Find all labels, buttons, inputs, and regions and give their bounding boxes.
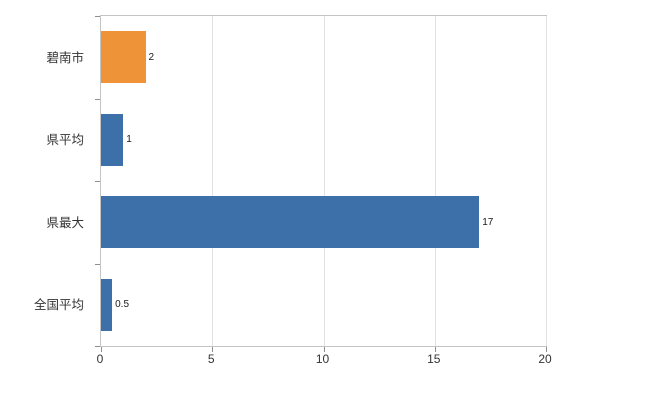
x-tick-mark [101, 347, 102, 352]
bar-value-label: 17 [482, 216, 494, 228]
bar-value-label: 1 [126, 134, 132, 146]
bar-row: 17 [101, 196, 546, 249]
x-tick-mark [546, 347, 547, 352]
x-tick-label: 15 [427, 352, 441, 366]
x-tick-label: 5 [207, 352, 215, 366]
x-tick-mark [212, 347, 214, 352]
x-tick-label: 20 [538, 352, 552, 366]
bar-4 [101, 278, 113, 331]
y-tick-mark [95, 99, 100, 100]
bar-value-label: 0.5 [115, 299, 130, 311]
category-label: 碧南市 [46, 50, 84, 65]
bar-row: 2 [101, 31, 546, 84]
bar-row: 1 [101, 113, 546, 166]
y-tick-mark [95, 264, 100, 265]
bar-value-label: 2 [148, 51, 155, 63]
category-label: 県最大 [46, 215, 84, 230]
bar-3 [101, 196, 480, 249]
x-tick-mark [434, 347, 436, 352]
bar-2 [101, 113, 124, 166]
plot-area: 2 1 17 0.5 [95, 15, 547, 352]
x-tick-label: 0 [96, 352, 104, 366]
gridline [323, 16, 325, 346]
y-axis-labels: 碧南市県平均県最大全国平均 [0, 15, 92, 345]
gridline [546, 16, 547, 346]
y-tick-mark [95, 346, 100, 347]
x-tick-mark [323, 347, 325, 352]
bar-1 [101, 31, 146, 84]
x-tick-label: 10 [315, 352, 330, 366]
y-tick-mark [95, 16, 100, 17]
y-tick-mark [95, 181, 100, 182]
category-label: 県平均 [46, 133, 84, 148]
gridline [434, 16, 436, 346]
x-axis-labels: 0 5 10 15 20 [96, 352, 552, 370]
gridline [212, 16, 214, 346]
category-label: 全国平均 [33, 298, 84, 313]
bar-row: 0.5 [101, 278, 546, 331]
